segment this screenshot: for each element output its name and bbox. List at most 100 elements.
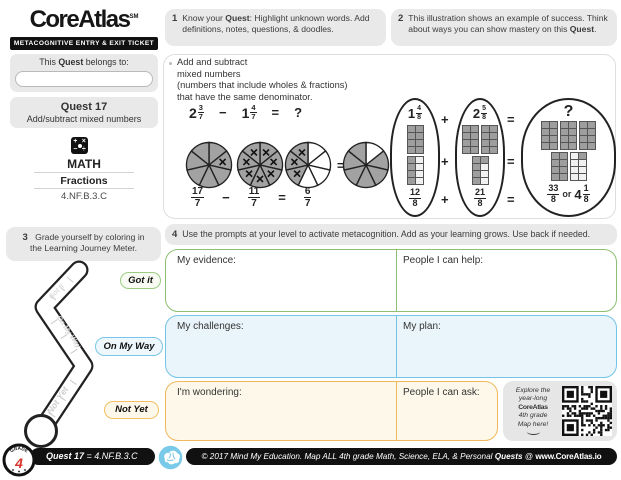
fraction-block: [569, 152, 587, 181]
metacognitive-banner: METACOGNITIVE ENTRY & EXIT TICKET: [10, 37, 158, 50]
operator: =: [507, 112, 515, 127]
help-cell[interactable]: People I can help:: [403, 255, 484, 266]
wondering-cell[interactable]: I'm wondering:: [177, 387, 242, 398]
grade-number: 4: [14, 455, 23, 471]
prompt-box-evidence: My evidence: People I can help:: [165, 249, 617, 312]
pie-chart: [342, 141, 390, 189]
fraction-block: [471, 156, 489, 185]
block-group-2: 2 5 8 21 8: [455, 98, 505, 217]
fraction-pies: =: [185, 141, 390, 189]
illustration-frame: [163, 54, 616, 219]
footer-copyright: © 2017 Mind My Education. Map ALL 4th gr…: [186, 448, 617, 465]
block-group-1: 1 4 8 12 8: [390, 98, 440, 217]
plus-icon: +: [73, 137, 78, 145]
operator: +: [441, 112, 449, 127]
section-3-header: 3 Grade yourself by coloring in the Lear…: [6, 227, 161, 261]
pill-on-my-way[interactable]: On My Way: [95, 337, 163, 356]
fraction: 17 7: [191, 186, 205, 209]
pie-chart: [236, 141, 284, 189]
fraction-block: [481, 125, 498, 154]
divider: [396, 250, 397, 311]
block-group-result: ? 33 8 or 4 1 8: [521, 98, 616, 217]
subject-label: MATH: [67, 157, 101, 171]
block-equation: 1 4 8 12 8 + + + 2 5 8 21 8 = = = ? 33 8 or 4 1 8: [390, 96, 618, 218]
quest-owner-input[interactable]: [15, 71, 153, 87]
meter-bulb[interactable]: [24, 414, 58, 448]
operator: =: [507, 154, 515, 169]
standard-label: 4.NF.B.3.C: [61, 191, 107, 202]
pie-equation-top: 2 3 7−1 4 7 =?: [189, 103, 303, 122]
fraction: 21 8: [473, 187, 486, 208]
fraction-block: [406, 125, 424, 154]
coreatlas-mini-logo: CoreAtlas: [518, 403, 548, 411]
group-fraction: 33 8 or 4 1 8: [547, 183, 590, 204]
section-2-header: 2 This illustration shows an example of …: [391, 9, 617, 46]
pie-chart: [284, 141, 332, 189]
operator: +: [441, 154, 449, 169]
qr-code: [562, 386, 612, 436]
bullet-dot-icon: [169, 62, 172, 65]
explore-text: Explore the year-long CoreAtlas 4th grad…: [507, 387, 559, 436]
quest-title: Quest 17: [60, 101, 108, 113]
operator: −: [218, 105, 227, 121]
section-4-header: 4 Use the prompts at your level to activ…: [165, 224, 617, 245]
fraction: 12 8: [408, 187, 421, 208]
operator: =: [278, 190, 286, 205]
pill-not-yet[interactable]: Not Yet: [104, 401, 159, 419]
operator: −: [222, 190, 230, 205]
divider: [396, 382, 397, 440]
evidence-cell[interactable]: My evidence:: [177, 255, 236, 266]
svg-text:=: =: [337, 158, 345, 173]
pie-chart: [185, 141, 233, 189]
fraction-block: [541, 121, 558, 150]
divide-icon: ÷: [81, 146, 86, 154]
fraction-block: [560, 121, 577, 150]
fraction: 11 7: [247, 186, 261, 209]
operator: =: [507, 192, 515, 207]
prompt-box-wondering: I'm wondering: People I can ask:: [165, 381, 498, 441]
group-label: ?: [563, 103, 574, 120]
divider: [396, 316, 397, 377]
pill-got-it[interactable]: Got it: [120, 272, 161, 289]
group-fraction: 12 8: [408, 187, 421, 209]
quest-owner-box: This Quest belongs to:: [10, 54, 158, 92]
ask-cell[interactable]: People I can ask:: [403, 387, 480, 398]
learning-journey-meter[interactable]: Got it On My Way Not Yet: [0, 255, 170, 453]
fraction-block: [462, 125, 479, 154]
fraction-block: [406, 156, 424, 185]
multiply-icon: ×: [81, 137, 86, 145]
logo-servicemark: SM: [129, 14, 139, 20]
footer-quest-ref: Quest 17 = 4.NF.B.3.C: [30, 448, 155, 465]
divider: [34, 188, 134, 189]
svg-text:GRADE: GRADE: [9, 446, 29, 454]
challenges-cell[interactable]: My challenges:: [177, 321, 244, 332]
fraction-block: [550, 152, 568, 181]
curved-arrow-icon: [526, 429, 540, 436]
footer-site: www.CoreAtlas.io: [535, 452, 602, 461]
math-operations-icon: + × − ÷: [71, 137, 88, 154]
goal-text: Add and subtract mixed numbers (numbers …: [177, 57, 348, 102]
grade-badge: GRADE 4: [2, 443, 36, 477]
topic-label: Fractions: [60, 175, 108, 187]
quest-owner-label: This Quest belongs to:: [39, 57, 129, 67]
brain-icon: [157, 444, 184, 471]
prompt-box-challenges: My challenges: My plan:: [165, 315, 617, 378]
explore-callout: Explore the year-long CoreAtlas 4th grad…: [503, 381, 617, 441]
section-1-header: 1 Know your Quest: Highlight unknown wor…: [165, 9, 386, 46]
meter-ticks: [48, 276, 78, 418]
operator: =: [271, 105, 280, 121]
fraction: 33 8: [547, 183, 560, 204]
minus-icon: −: [73, 146, 78, 154]
operator: ?: [294, 105, 303, 121]
divider: [34, 172, 134, 173]
plan-cell[interactable]: My plan:: [403, 321, 441, 332]
quest-subtitle: Add/subtract mixed numbers: [26, 114, 142, 124]
pie-equation-bottom: 17 7 − 11 7 = 6 7: [191, 186, 312, 209]
group-fraction: 21 8: [473, 187, 486, 209]
coreatlas-logo: CoreAtlasSM: [29, 6, 139, 33]
quest-info-box: Quest 17 Add/subtract mixed numbers: [10, 97, 158, 128]
